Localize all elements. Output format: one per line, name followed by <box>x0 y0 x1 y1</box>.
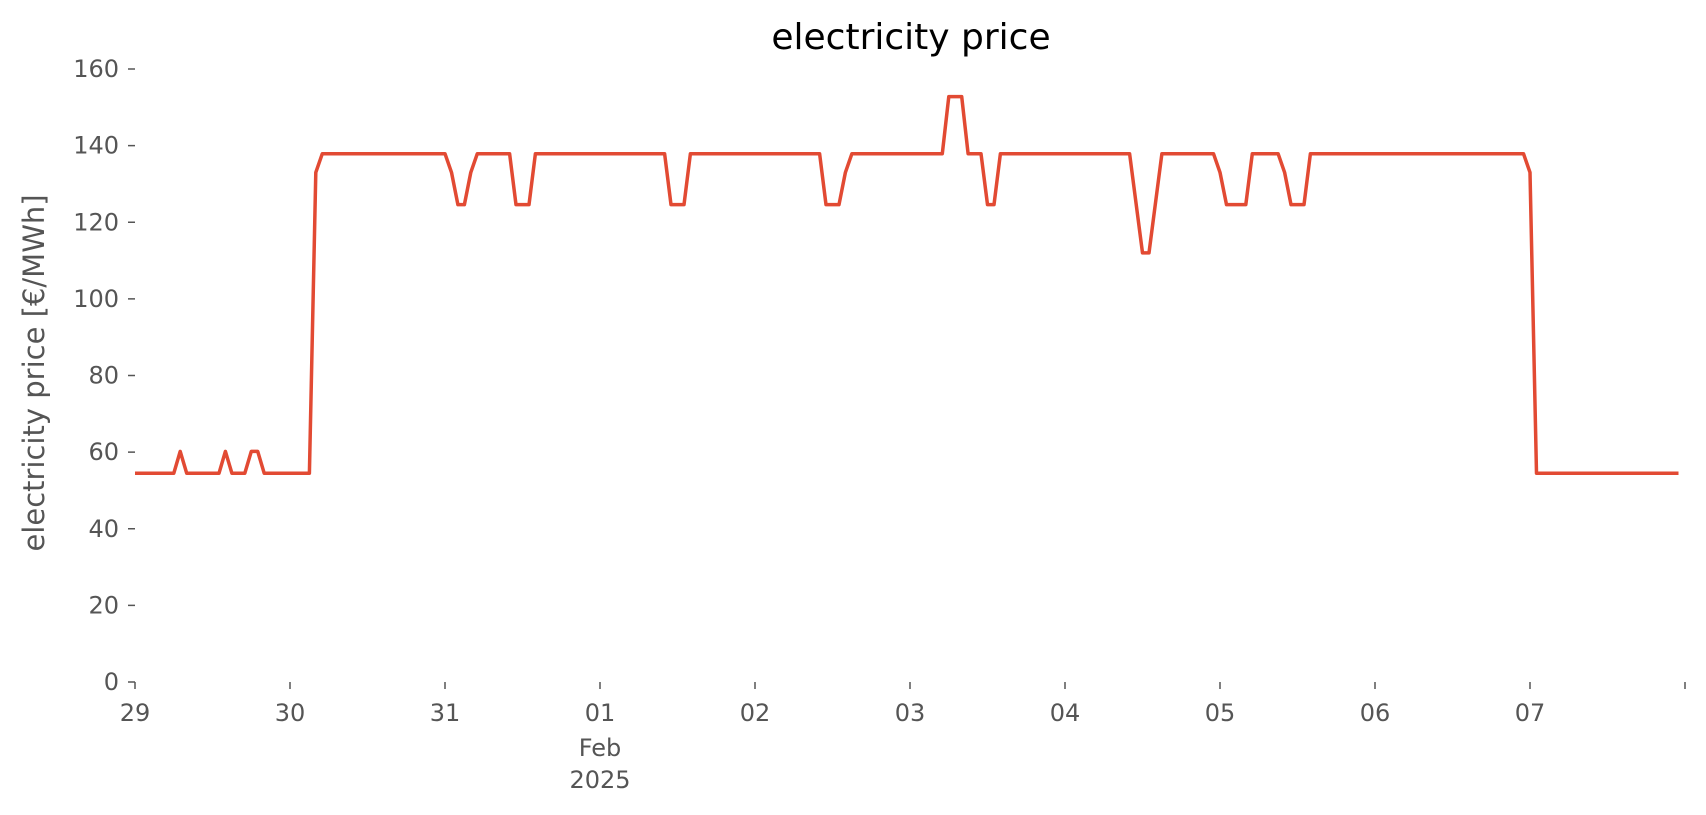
y-axis: 0 20 40 60 80 100 120 140 160 <box>73 55 135 696</box>
y-tick-label: 120 <box>73 208 119 236</box>
y-tick-label: 60 <box>88 438 119 466</box>
x-tick-label: 01 <box>585 699 616 727</box>
y-tick-label: 40 <box>88 515 119 543</box>
x-tick-label: 07 <box>1515 699 1546 727</box>
x-tick-label: 04 <box>1050 699 1081 727</box>
y-tick-label: 0 <box>104 668 119 696</box>
x-tick-label: 31 <box>430 699 461 727</box>
x-tick-label: 02 <box>740 699 771 727</box>
series-layer <box>135 94 1679 475</box>
x-tick-label: 06 <box>1360 699 1391 727</box>
y-axis-label: electricity price [€/MWh] <box>17 194 51 551</box>
y-tick-label: 20 <box>88 591 119 619</box>
y-tick-label: 140 <box>73 132 119 160</box>
y-tick-label: 80 <box>88 362 119 390</box>
y-tick-label: 160 <box>73 55 119 83</box>
x-axis: 29 30 31 01 Feb 2025 02 03 04 05 06 07 <box>120 682 1686 794</box>
x-tick-label: 30 <box>275 699 306 727</box>
x-tick-label: 29 <box>120 699 151 727</box>
chart-title: electricity price <box>771 17 1050 58</box>
x-tick-label: 03 <box>895 699 926 727</box>
x-tick-label: 05 <box>1205 699 1236 727</box>
y-tick-label: 100 <box>73 285 119 313</box>
price-series-line <box>135 94 1679 475</box>
x-tick-sublabel: Feb 2025 <box>569 734 630 794</box>
